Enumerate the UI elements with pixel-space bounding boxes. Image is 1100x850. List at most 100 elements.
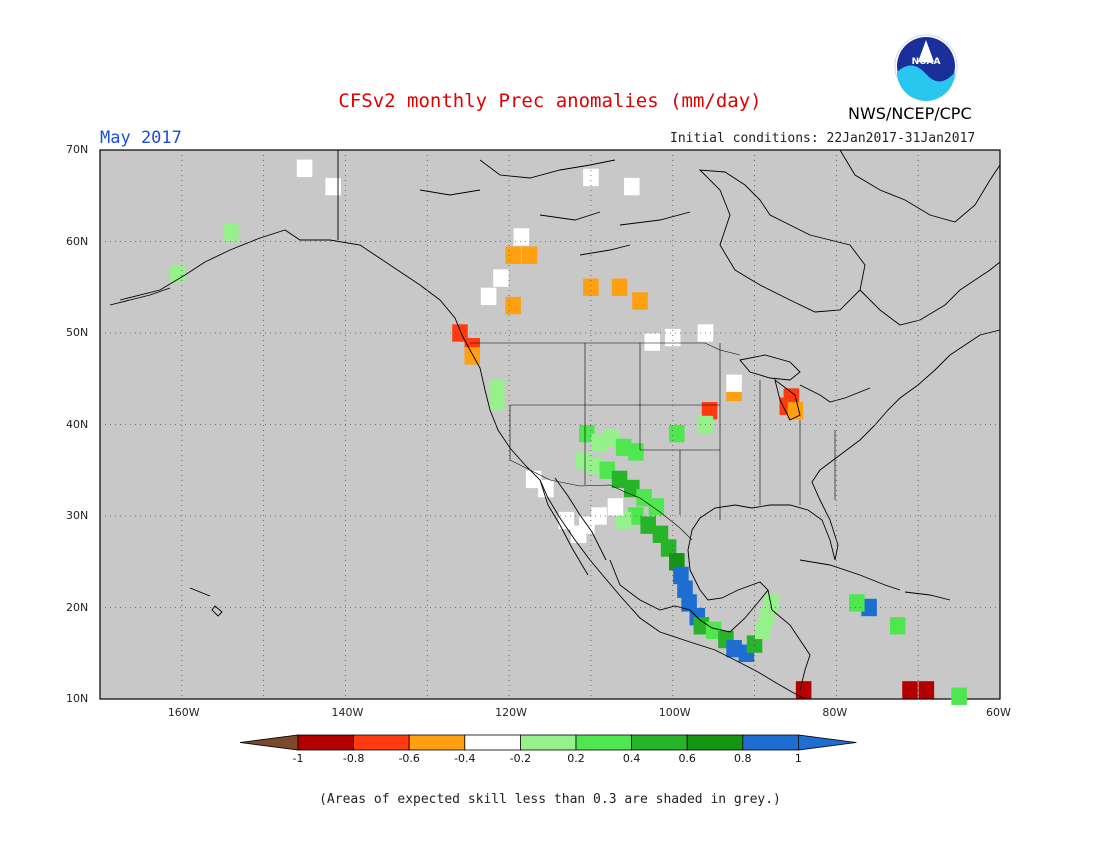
hispaniola: [904, 591, 951, 601]
colorbar-tick: -0.8: [342, 752, 365, 765]
anomaly-cell: [591, 434, 607, 452]
anomaly-cell: [628, 443, 644, 461]
organization-label: NWS/NCEP/CPC: [848, 104, 972, 123]
anomaly-cell: [611, 470, 628, 489]
lat-tick-70N: 70N: [66, 143, 89, 156]
anomaly-cell: [763, 594, 779, 612]
lon-tick-120W: 120W: [495, 706, 527, 719]
anomaly-cell: [583, 278, 599, 296]
anomaly-cell: [464, 338, 481, 356]
anomaly-cell: [754, 621, 771, 640]
anomaly-cell: [325, 177, 341, 196]
colorbar-tick: 0.8: [734, 752, 752, 765]
chart-title: CFSv2 monthly Prec anomalies (mm/day): [338, 90, 762, 112]
anomaly-cell: [644, 333, 661, 351]
anomaly-cell: [452, 324, 468, 342]
us-state-lines: [509, 343, 836, 520]
colorbar-segment: [464, 734, 521, 751]
anomaly-cell: [951, 687, 967, 705]
colorbar-segment: [297, 734, 354, 751]
colorbar-segment: [631, 734, 688, 751]
anomaly-cell: [296, 159, 313, 177]
coastlines: [109, 149, 1001, 700]
anomaly-cell: [664, 328, 681, 347]
anomaly-cell: [624, 479, 640, 498]
anomaly-cell: [677, 580, 693, 598]
colorbar-tick: 0.6: [678, 752, 696, 765]
colorbar-tick: -0.4: [454, 752, 476, 765]
colorbar-tick: -0.2: [509, 752, 532, 765]
anomaly-cell: [787, 402, 804, 420]
central-america-coast: [767, 589, 811, 691]
anomaly-cell: [779, 397, 796, 415]
anomaly-cell: [558, 511, 575, 530]
anomaly-cell: [587, 456, 603, 475]
anomaly-cell: [889, 617, 906, 635]
anomaly-cell: [464, 347, 481, 365]
anomaly-cell: [693, 617, 710, 635]
anomaly-cell: [861, 598, 877, 617]
colorbar-segment: [686, 734, 744, 751]
anomaly-cell: [603, 429, 620, 447]
anomaly-cell: [570, 525, 587, 543]
anomaly-cell: [746, 635, 763, 653]
colorbar-segment: [575, 734, 632, 751]
anomaly-cell: [579, 516, 595, 534]
anomaly-cell: [902, 681, 918, 699]
anomaly-cell: [632, 292, 648, 310]
anomaly-cell: [705, 621, 722, 640]
lon-tick-60W: 60W: [986, 706, 1011, 719]
gulf-of-mexico-coast: [609, 329, 1001, 633]
anomaly-cell: [636, 489, 652, 507]
anomaly-cell: [759, 607, 775, 626]
lon-tick-160W: 160W: [167, 706, 200, 719]
anomaly-cell: [615, 438, 632, 457]
anomaly-cell: [480, 287, 497, 306]
anomaly-cell: [591, 507, 607, 525]
anomaly-cell: [697, 415, 714, 434]
map-gridlines: [100, 150, 1000, 699]
aleutians: [109, 287, 171, 306]
anomaly-cell: [223, 223, 239, 242]
anomaly-cell: [726, 374, 742, 393]
baja-california: [539, 477, 607, 576]
lat-tick-20N: 20N: [66, 600, 89, 614]
anomaly-cell: [718, 630, 734, 649]
lon-tick-100W: 100W: [658, 706, 691, 719]
anomaly-cell: [726, 383, 742, 402]
anomaly-cells: [169, 159, 967, 705]
anomaly-cell: [599, 461, 616, 479]
anomaly-cell: [505, 246, 521, 264]
logo-text: NOAA: [912, 57, 941, 67]
hawaii: [189, 587, 223, 617]
colorbar-segment: [742, 734, 799, 751]
colorbar-extend-high: [798, 734, 857, 751]
anomaly-cell: [918, 681, 935, 699]
target-month-label: May 2017: [100, 128, 182, 148]
lat-tick-10N: 10N: [66, 692, 89, 705]
cuba: [799, 559, 901, 591]
colorbar-tick: 0.4: [622, 752, 641, 765]
arctic-islands: [419, 159, 691, 256]
anomaly-cell: [489, 392, 505, 411]
map-panel: [99, 149, 1001, 705]
colorbar-tick: 1: [794, 752, 802, 765]
anomaly-cell: [689, 607, 706, 626]
anomaly-cell: [669, 553, 685, 571]
lat-tick-30N: 30N: [66, 509, 89, 522]
anomaly-cell: [652, 525, 669, 543]
anomaly-cell: [169, 264, 186, 283]
anomaly-cell: [849, 594, 865, 612]
anomaly-cell: [521, 246, 538, 264]
colorbar-tick: 0.2: [567, 752, 585, 765]
anomaly-cell: [579, 424, 595, 443]
anomaly-cell: [660, 539, 677, 557]
anomaly-cell: [513, 228, 530, 246]
us-canada-border: [470, 342, 741, 356]
anomaly-cell: [697, 324, 714, 342]
colorbar-extend-low: [239, 734, 299, 751]
colorbar-tick: -1: [292, 752, 304, 765]
lat-tick-50N: 50N: [66, 326, 89, 339]
anomaly-cell: [489, 379, 505, 397]
colorbar-segment: [520, 734, 577, 751]
